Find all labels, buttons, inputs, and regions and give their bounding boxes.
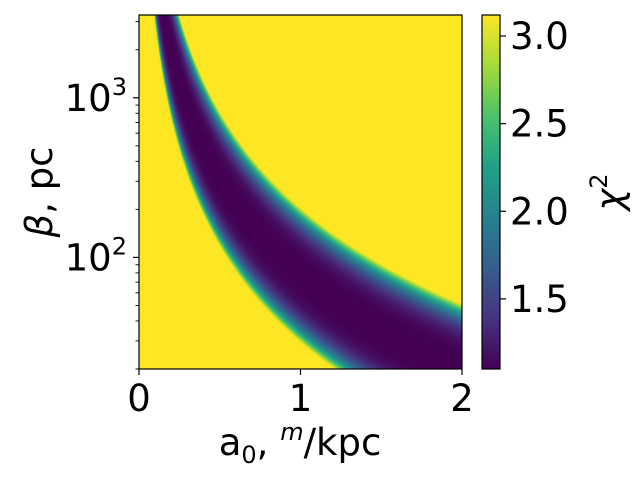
- y-tick-label: 103: [65, 73, 127, 120]
- y-tick-label: 102: [65, 232, 127, 279]
- x-axis-ticks: 0 1 2: [127, 369, 474, 420]
- x-tick-label: 0: [127, 377, 151, 420]
- colorbar-tick-label: 2.0: [510, 190, 569, 233]
- colorbar-tick-label: 3.0: [510, 15, 569, 58]
- y-axis-label: β, pc: [18, 147, 61, 239]
- x-tick-label: 1: [289, 377, 313, 420]
- x-tick-label: 2: [450, 377, 474, 420]
- colorbar-tick-label: 1.5: [510, 278, 569, 321]
- colorbar-label: χ2: [585, 173, 631, 212]
- colorbar-ticks: 1.5 2.0 2.5 3.0: [500, 15, 569, 321]
- colorbar: [481, 14, 501, 370]
- y-axis-ticks: 102 103: [65, 21, 139, 370]
- colorbar-tick-label: 2.5: [510, 103, 569, 146]
- heatmap-image: [139, 15, 462, 369]
- x-axis-label: a0, m/kpc: [219, 418, 382, 469]
